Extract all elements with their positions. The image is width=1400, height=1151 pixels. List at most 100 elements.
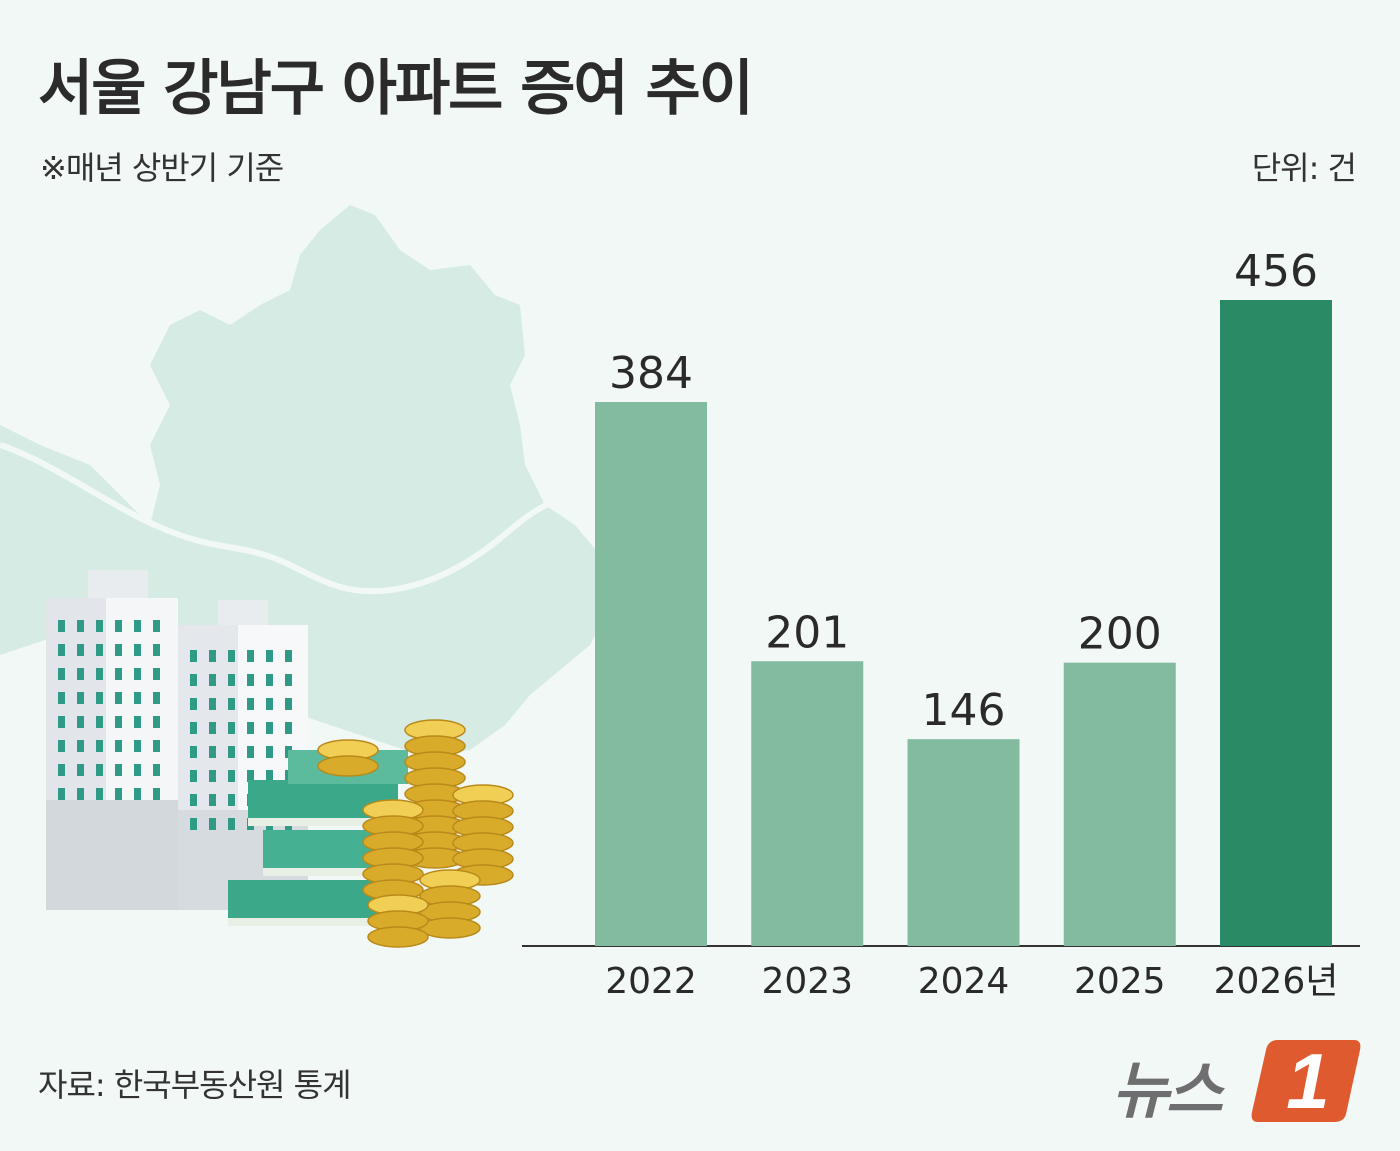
- window-icon: [58, 716, 65, 728]
- window-icon: [228, 794, 235, 806]
- window-icon: [153, 644, 160, 656]
- x-tick-label: 2026년: [1214, 961, 1339, 1002]
- window-icon: [134, 788, 141, 800]
- window-icon: [209, 818, 216, 830]
- value-label: 456: [1234, 246, 1318, 297]
- value-label: 201: [765, 607, 849, 658]
- window-icon: [58, 764, 65, 776]
- window-icon: [77, 668, 84, 680]
- window-icon: [115, 692, 122, 704]
- window-icon: [228, 722, 235, 734]
- window-icon: [266, 698, 273, 710]
- window-icon: [77, 788, 84, 800]
- window-icon: [247, 722, 254, 734]
- window-icon: [209, 650, 216, 662]
- value-label: 146: [922, 685, 1006, 736]
- window-icon: [58, 788, 65, 800]
- window-icon: [96, 644, 103, 656]
- source-note: 자료: 한국부동산원 통계: [38, 1066, 352, 1104]
- window-icon: [285, 650, 292, 662]
- window-icon: [190, 746, 197, 758]
- window-icon: [134, 740, 141, 752]
- window-icon: [228, 818, 235, 830]
- window-icon: [115, 716, 122, 728]
- logo-badge-number: 1: [1286, 1037, 1329, 1124]
- window-icon: [77, 716, 84, 728]
- unit-label: 단위: 건: [1251, 149, 1357, 187]
- x-tick-label: 2025: [1074, 961, 1166, 1002]
- bar-2022: [595, 402, 707, 946]
- x-tick-label: 2024: [918, 961, 1010, 1002]
- window-icon: [115, 764, 122, 776]
- window-icon: [247, 770, 254, 782]
- window-icon: [115, 620, 122, 632]
- x-tick-label: 2023: [761, 961, 853, 1002]
- window-icon: [228, 746, 235, 758]
- window-icon: [209, 746, 216, 758]
- window-icon: [96, 740, 103, 752]
- logo-text: 뉴스: [1112, 1054, 1223, 1127]
- window-icon: [77, 644, 84, 656]
- news1-logo: 뉴스 1: [1112, 1032, 1362, 1127]
- window-icon: [153, 740, 160, 752]
- window-icon: [247, 674, 254, 686]
- window-icon: [209, 722, 216, 734]
- chart-note: ※매년 상반기 기준: [40, 149, 284, 187]
- window-icon: [134, 716, 141, 728]
- window-icon: [190, 794, 197, 806]
- window-icon: [190, 698, 197, 710]
- window-icon: [209, 770, 216, 782]
- value-label: 384: [609, 348, 693, 399]
- window-icon: [134, 668, 141, 680]
- window-icon: [58, 620, 65, 632]
- window-icon: [153, 788, 160, 800]
- window-icon: [115, 668, 122, 680]
- window-icon: [266, 722, 273, 734]
- window-icon: [228, 698, 235, 710]
- window-icon: [77, 620, 84, 632]
- window-icon: [153, 692, 160, 704]
- window-icon: [266, 770, 273, 782]
- window-icon: [77, 692, 84, 704]
- window-icon: [134, 620, 141, 632]
- window-icon: [58, 644, 65, 656]
- window-icon: [96, 620, 103, 632]
- window-icon: [190, 818, 197, 830]
- value-label: 200: [1078, 609, 1162, 660]
- window-icon: [285, 674, 292, 686]
- window-icon: [115, 788, 122, 800]
- window-icon: [58, 668, 65, 680]
- window-icon: [134, 692, 141, 704]
- window-icon: [285, 722, 292, 734]
- window-icon: [228, 770, 235, 782]
- window-icon: [285, 698, 292, 710]
- window-icon: [266, 650, 273, 662]
- x-tick-label: 2022: [605, 961, 697, 1002]
- window-icon: [153, 764, 160, 776]
- window-icon: [96, 668, 103, 680]
- window-icon: [153, 620, 160, 632]
- window-icon: [190, 650, 197, 662]
- bar-2023: [751, 661, 864, 946]
- window-icon: [209, 794, 216, 806]
- window-icon: [96, 788, 103, 800]
- window-icon: [266, 746, 273, 758]
- window-icon: [58, 692, 65, 704]
- window-icon: [58, 740, 65, 752]
- bar-2024: [907, 739, 1020, 946]
- window-icon: [153, 716, 160, 728]
- window-icon: [247, 698, 254, 710]
- window-icon: [190, 770, 197, 782]
- window-icon: [134, 644, 141, 656]
- window-icon: [190, 722, 197, 734]
- window-icon: [228, 650, 235, 662]
- window-icon: [209, 698, 216, 710]
- window-icon: [247, 650, 254, 662]
- window-icon: [77, 764, 84, 776]
- apartment-money-icon: [46, 570, 514, 948]
- coin-icon: [317, 755, 379, 777]
- window-icon: [190, 674, 197, 686]
- coin-icon: [367, 926, 429, 948]
- window-icon: [115, 644, 122, 656]
- window-icon: [209, 674, 216, 686]
